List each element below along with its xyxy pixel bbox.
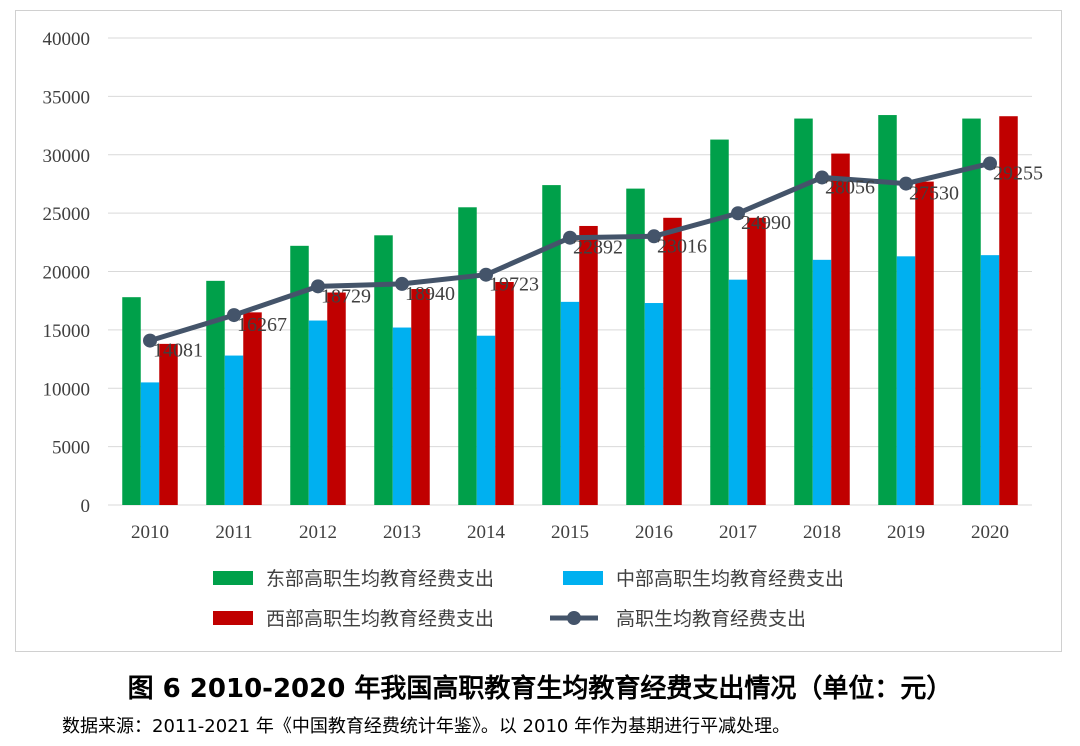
bar <box>374 235 393 505</box>
line-point <box>647 229 661 244</box>
bar <box>644 303 664 505</box>
bar <box>560 301 580 505</box>
legend-label: 中部高职生均教育经费支出 <box>616 568 844 590</box>
bar <box>626 188 645 506</box>
chart-frame <box>15 10 1062 652</box>
bar <box>122 297 141 505</box>
bar <box>159 343 178 505</box>
bar <box>495 282 514 505</box>
x-tick-label: 2017 <box>719 522 757 543</box>
bar <box>140 382 160 505</box>
bar <box>747 217 766 506</box>
y-tick-label: 25000 <box>43 204 91 225</box>
bar <box>392 327 412 505</box>
line-point <box>563 230 577 245</box>
line-point <box>143 333 157 348</box>
bar <box>476 335 496 505</box>
bar <box>896 256 916 505</box>
bar <box>710 139 729 505</box>
x-tick-label: 2019 <box>887 522 925 543</box>
bar <box>728 279 748 505</box>
y-tick-label: 20000 <box>43 263 91 284</box>
legend-marker <box>567 611 581 625</box>
bar <box>290 245 309 505</box>
x-tick-label: 2010 <box>131 522 169 543</box>
bar <box>542 185 561 506</box>
bar <box>962 118 981 506</box>
bar <box>794 118 813 506</box>
x-tick-label: 2012 <box>299 522 337 543</box>
line-point <box>227 308 241 323</box>
line-point <box>899 176 913 191</box>
data-label: 22892 <box>573 237 623 259</box>
line-point <box>479 267 493 282</box>
data-label: 27530 <box>909 183 959 205</box>
data-label: 16267 <box>237 314 287 336</box>
chart: 0 5000 10000 15000 20000 25000 30000 35000 40000… <box>43 29 1044 630</box>
data-label: 23016 <box>657 235 707 257</box>
x-tick-label: 2011 <box>215 522 252 543</box>
bar <box>579 225 598 505</box>
data-source-note: 数据来源：2011-2021 年《中国教育经费统计年鉴》。以 2010 年作为基… <box>62 716 791 737</box>
data-label: 18940 <box>405 283 455 305</box>
bar <box>980 255 1000 505</box>
y-tick-label: 40000 <box>43 29 91 50</box>
legend-label: 西部高职生均教育经费支出 <box>266 608 494 630</box>
data-label: 18729 <box>321 285 371 307</box>
data-label: 28056 <box>825 176 875 198</box>
x-tick-label: 2020 <box>971 522 1009 543</box>
line-point <box>983 156 997 171</box>
y-tick-label: 0 <box>81 496 91 517</box>
x-tick-label: 2013 <box>383 522 421 543</box>
legend-label: 高职生均教育经费支出 <box>616 608 806 630</box>
legend-swatch <box>213 571 253 585</box>
y-tick-label: 15000 <box>43 321 91 342</box>
bar <box>878 115 897 506</box>
line-point <box>815 170 829 185</box>
data-label: 29255 <box>993 162 1043 184</box>
bar <box>831 153 850 505</box>
figure-caption: 图 6 2010-2020 年我国高职教育生均教育经费支出情况（单位：元） <box>127 674 953 704</box>
x-tick-label: 2018 <box>803 522 841 543</box>
legend-swatch <box>213 611 253 625</box>
x-tick-label: 2016 <box>635 522 673 543</box>
bar <box>206 280 225 505</box>
line-point <box>731 206 745 221</box>
line-point <box>311 279 325 294</box>
bar <box>327 292 346 505</box>
bar <box>663 217 682 506</box>
y-tick-label: 35000 <box>43 87 91 108</box>
bar <box>915 181 934 506</box>
bar <box>812 259 832 505</box>
legend-swatch <box>563 571 603 585</box>
x-tick-label: 2015 <box>551 522 589 543</box>
bar <box>999 116 1018 505</box>
bar <box>243 312 262 505</box>
data-label: 24990 <box>741 212 791 234</box>
bar <box>224 355 244 505</box>
x-tick-label: 2014 <box>467 522 506 543</box>
y-tick-label: 5000 <box>52 438 90 459</box>
legend-label: 东部高职生均教育经费支出 <box>266 568 494 590</box>
line-point <box>395 276 409 291</box>
y-tick-label: 10000 <box>43 379 91 400</box>
bar <box>458 207 477 505</box>
data-label: 19723 <box>489 274 539 296</box>
data-label: 14081 <box>153 340 203 362</box>
bar <box>308 320 328 505</box>
bar <box>411 289 430 505</box>
y-tick-label: 30000 <box>43 146 91 167</box>
